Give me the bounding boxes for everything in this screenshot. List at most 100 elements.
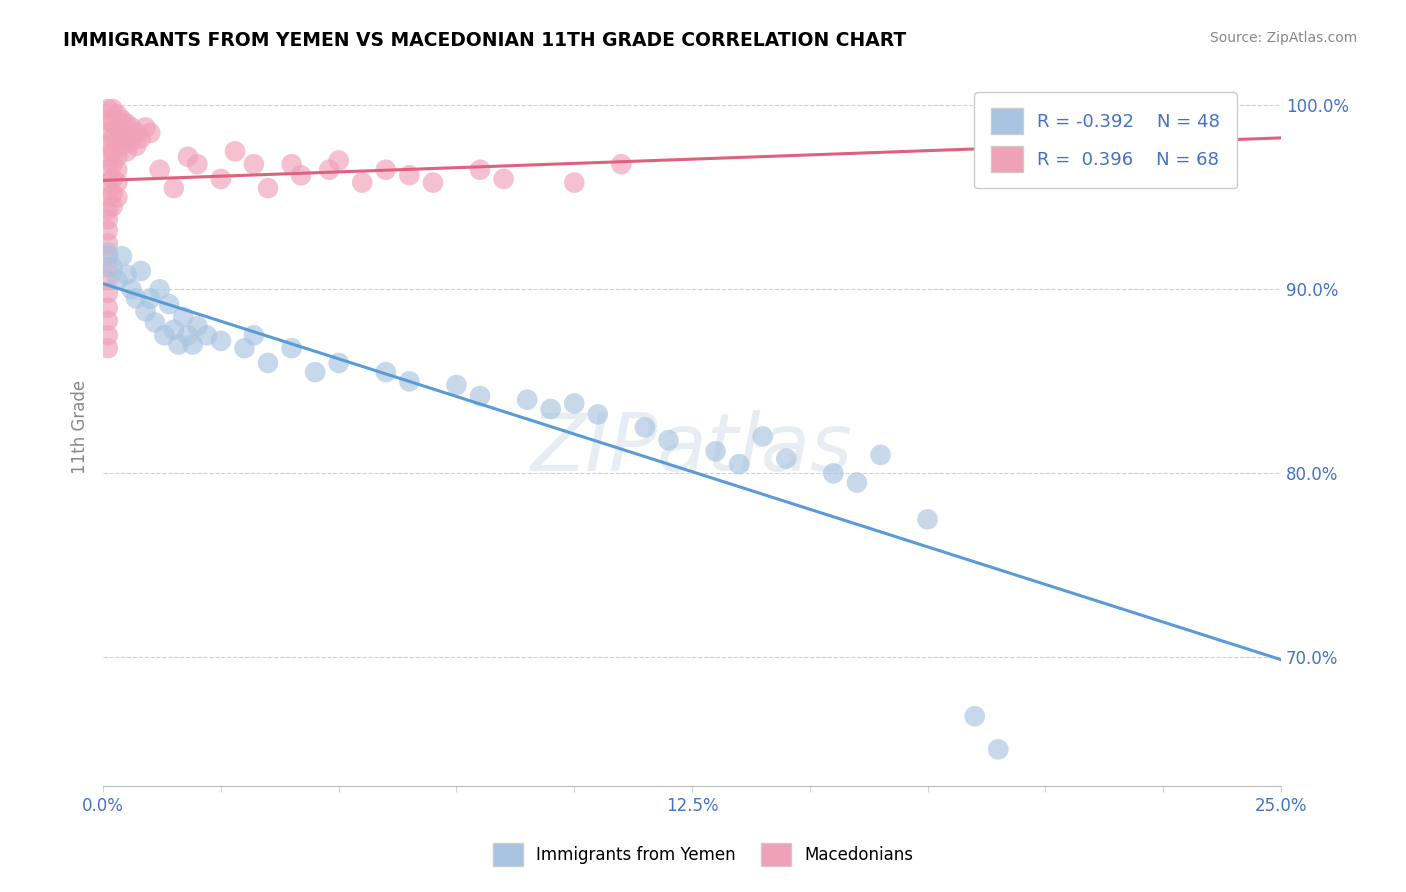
Point: [135, 304, 157, 318]
Point: [111, 126, 134, 140]
Point: [224, 145, 246, 159]
Point: [97, 150, 120, 164]
Point: [97, 313, 120, 327]
Point: [290, 168, 312, 182]
Point: [97, 236, 120, 251]
Point: [115, 131, 138, 145]
Point: [105, 135, 128, 149]
Text: Source: ZipAtlas.com: Source: ZipAtlas.com: [1209, 31, 1357, 45]
Point: [177, 328, 200, 343]
Legend: R = -0.392    N = 48, R =  0.396    N = 68: R = -0.392 N = 48, R = 0.396 N = 68: [974, 92, 1237, 188]
Point: [280, 157, 302, 171]
Point: [125, 138, 148, 153]
Point: [153, 328, 176, 343]
Point: [101, 131, 124, 145]
Point: [823, 467, 845, 481]
Point: [177, 150, 200, 164]
Point: [374, 365, 396, 379]
Point: [233, 341, 256, 355]
Point: [704, 444, 727, 458]
Point: [209, 334, 232, 348]
Point: [115, 145, 138, 159]
Point: [492, 172, 515, 186]
Point: [468, 162, 491, 177]
Point: [97, 341, 120, 355]
Point: [167, 337, 190, 351]
Point: [186, 319, 208, 334]
Point: [610, 157, 633, 171]
Point: [97, 301, 120, 315]
Point: [105, 162, 128, 177]
Point: [845, 475, 868, 490]
Point: [101, 260, 124, 275]
Point: [101, 117, 124, 131]
Point: [917, 512, 939, 526]
Point: [374, 162, 396, 177]
Point: [280, 341, 302, 355]
Point: [97, 285, 120, 300]
Point: [143, 315, 166, 329]
Point: [139, 126, 162, 140]
Point: [125, 126, 148, 140]
Point: [111, 138, 134, 153]
Point: [243, 157, 266, 171]
Point: [181, 337, 204, 351]
Point: [751, 429, 773, 443]
Point: [304, 365, 326, 379]
Point: [163, 181, 186, 195]
Point: [157, 297, 180, 311]
Point: [318, 162, 340, 177]
Point: [135, 120, 157, 135]
Point: [562, 176, 585, 190]
Point: [352, 176, 374, 190]
Point: [125, 292, 148, 306]
Point: [97, 223, 120, 237]
Point: [516, 392, 538, 407]
Point: [328, 153, 350, 168]
Point: [149, 282, 172, 296]
Point: [97, 102, 120, 116]
Point: [97, 113, 120, 128]
Point: [257, 181, 280, 195]
Point: [97, 212, 120, 227]
Point: [129, 264, 152, 278]
Point: [111, 113, 134, 128]
Point: [105, 150, 128, 164]
Point: [963, 709, 986, 723]
Point: [101, 145, 124, 159]
Point: [728, 457, 751, 471]
Point: [97, 328, 120, 343]
Point: [562, 396, 585, 410]
Point: [209, 172, 232, 186]
Point: [634, 420, 657, 434]
Point: [120, 135, 142, 149]
Point: [97, 249, 120, 263]
Point: [101, 172, 124, 186]
Point: [97, 124, 120, 138]
Point: [869, 448, 891, 462]
Point: [186, 157, 208, 171]
Point: [398, 168, 420, 182]
Point: [97, 162, 120, 177]
Point: [111, 249, 134, 263]
Point: [586, 408, 609, 422]
Point: [105, 273, 128, 287]
Point: [243, 328, 266, 343]
Point: [105, 176, 128, 190]
Point: [97, 260, 120, 275]
Point: [195, 328, 218, 343]
Point: [97, 176, 120, 190]
Point: [101, 200, 124, 214]
Point: [775, 451, 797, 466]
Point: [101, 157, 124, 171]
Point: [163, 323, 186, 337]
Text: IMMIGRANTS FROM YEMEN VS MACEDONIAN 11TH GRADE CORRELATION CHART: IMMIGRANTS FROM YEMEN VS MACEDONIAN 11TH…: [63, 31, 907, 50]
Point: [101, 102, 124, 116]
Point: [101, 186, 124, 201]
Point: [398, 375, 420, 389]
Point: [115, 268, 138, 282]
Point: [540, 401, 562, 416]
Point: [97, 203, 120, 218]
Point: [120, 120, 142, 135]
Point: [139, 292, 162, 306]
